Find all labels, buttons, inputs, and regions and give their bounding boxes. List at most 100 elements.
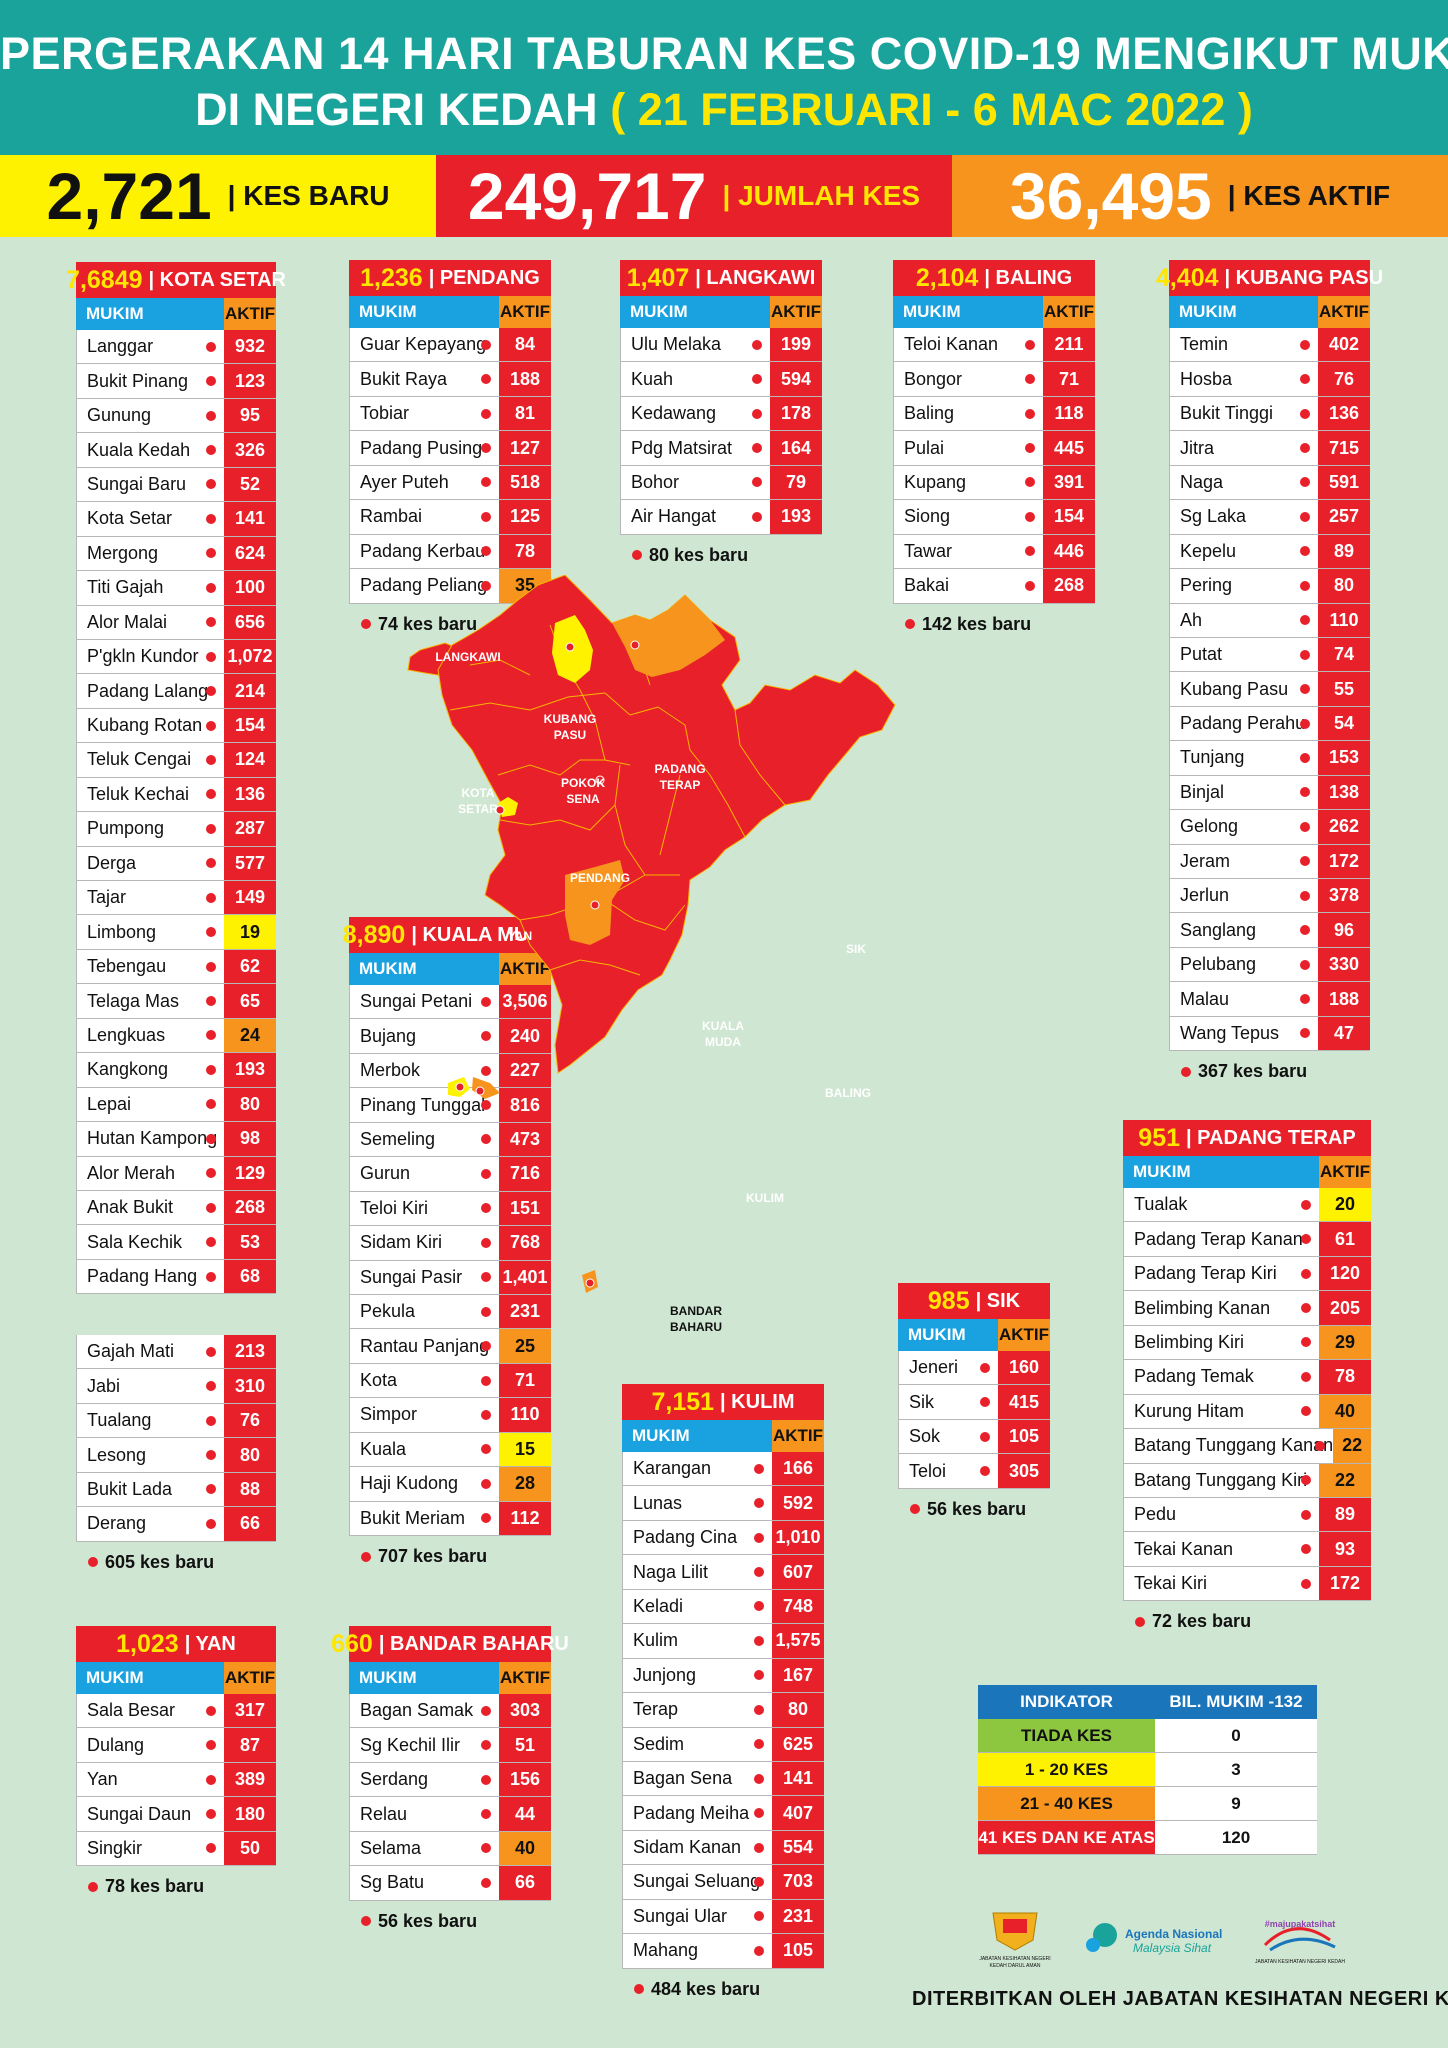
aktif-value: 591 bbox=[1318, 465, 1370, 500]
new-cases-note: 367 kes baru bbox=[1181, 1061, 1307, 1082]
aktif-value: 88 bbox=[224, 1472, 276, 1507]
aktif-value: 317 bbox=[224, 1694, 276, 1728]
mukim-name: Bohor bbox=[631, 471, 680, 492]
mukim-name: Sungai Ular bbox=[633, 1905, 728, 1926]
mukim-name: Junjong bbox=[633, 1664, 697, 1685]
mukim-name: Air Hangat bbox=[631, 506, 717, 527]
district-table: 4,404 | KUBANG PASU MUKIM AKTIF Temin 402 Hosb… bbox=[1156, 260, 1383, 1052]
marker-dot-icon bbox=[206, 1740, 216, 1751]
table-row: Bagan Sena 141 bbox=[622, 1761, 824, 1797]
aktif-value: 52 bbox=[224, 467, 276, 502]
new-cases-text: 142 kes baru bbox=[922, 613, 1032, 634]
aktif-value: 40 bbox=[499, 1831, 551, 1866]
mukim-name: Ayer Puteh bbox=[360, 471, 449, 492]
mukim-cell: Batang Tunggang Kanan bbox=[1123, 1429, 1334, 1463]
aktif-value: 124 bbox=[224, 743, 276, 777]
mukim-name: Sungai Baru bbox=[87, 473, 187, 494]
marker-dot-icon bbox=[1301, 1234, 1311, 1245]
mukim-name: Kota bbox=[360, 1370, 398, 1391]
column-aktif: AKTIF bbox=[224, 1662, 276, 1694]
aktif-value: 268 bbox=[224, 1190, 276, 1225]
marker-dot-icon bbox=[481, 1100, 491, 1111]
table-row: Sik 415 bbox=[898, 1385, 1050, 1420]
table-row: Sungai Petani 3,506 bbox=[349, 985, 551, 1020]
marker-dot-icon bbox=[1300, 1028, 1310, 1039]
aktif-value: 29 bbox=[1319, 1325, 1371, 1360]
marker-dot-icon bbox=[206, 1064, 216, 1075]
table-row: Binjal 138 bbox=[1169, 775, 1370, 811]
mukim-cell: Bakai bbox=[893, 569, 1043, 603]
column-headers: MUKIM AKTIF bbox=[1123, 1156, 1371, 1188]
mukim-cell: Wang Tepus bbox=[1169, 1016, 1318, 1051]
table-row: Ah 110 bbox=[1169, 603, 1370, 638]
marker-dot-icon bbox=[481, 1478, 491, 1489]
table-row: Kota Setar 141 bbox=[76, 502, 276, 537]
table-row: Lepai 80 bbox=[76, 1087, 276, 1123]
mukim-name: Tunjang bbox=[1180, 747, 1245, 768]
legend-indicator: 1 - 20 KES bbox=[978, 1753, 1155, 1786]
table-row: Kangkong 193 bbox=[76, 1053, 276, 1088]
marker-dot-icon bbox=[206, 1381, 216, 1392]
table-row: Bagan Samak 303 bbox=[349, 1694, 551, 1729]
new-cases-note: 80 kes baru bbox=[632, 545, 748, 566]
legend-count: 120 bbox=[1155, 1821, 1317, 1854]
map-label-padang: PADANG bbox=[654, 762, 705, 776]
header-banner: PERGERAKAN 14 HARI TABURAN KES COVID-19 … bbox=[0, 0, 1448, 155]
table-row: Pering 80 bbox=[1169, 569, 1370, 604]
new-cases-text: 74 kes baru bbox=[378, 613, 478, 634]
aktif-value: 65 bbox=[224, 984, 276, 1018]
table-row: Simpor 110 bbox=[349, 1398, 551, 1433]
footer-publisher: DITERBITKAN OLEH JABATAN KESIHATAN NEGER… bbox=[912, 1988, 1448, 2010]
marker-dot-icon bbox=[634, 1984, 644, 1995]
kedah-map: LANGKAWI KUBANG PASU KOTA SETAR POKOK SE… bbox=[407, 575, 896, 1334]
marker-dot-icon bbox=[1025, 546, 1035, 557]
district-table-header: 1,407 | LANGKAWI bbox=[620, 260, 822, 296]
aktif-value: 53 bbox=[224, 1225, 276, 1259]
marker-dot-icon bbox=[980, 1362, 990, 1373]
table-row: Kupang 391 bbox=[893, 465, 1095, 501]
table-row: Rambai 125 bbox=[349, 500, 551, 535]
new-cases-note: 78 kes baru bbox=[88, 1876, 204, 1897]
aktif-value: 592 bbox=[772, 1486, 824, 1520]
mukim-name: Derga bbox=[87, 852, 137, 873]
marker-dot-icon bbox=[1301, 1268, 1311, 1279]
marker-dot-icon bbox=[481, 1272, 491, 1283]
mukim-cell: Haji Kudong bbox=[349, 1467, 499, 1501]
mukim-name: Mahang bbox=[633, 1940, 699, 1961]
marker-dot-icon bbox=[206, 1450, 216, 1461]
marker-dot-icon bbox=[206, 1099, 216, 1110]
mukim-cell: Kubang Rotan bbox=[76, 708, 224, 743]
district-name: | BALING bbox=[984, 266, 1073, 289]
mukim-name: Padang Pusing bbox=[360, 437, 483, 458]
district-name: | PENDANG bbox=[428, 266, 540, 289]
table-row: Padang Meiha 407 bbox=[622, 1796, 824, 1831]
mukim-name: Kuala Kedah bbox=[87, 439, 191, 460]
new-cases-text: 78 kes baru bbox=[105, 1876, 205, 1897]
mukim-name: Naga bbox=[1180, 471, 1224, 492]
aktif-value: 138 bbox=[1318, 775, 1370, 810]
mukim-name: Belimbing Kanan bbox=[1134, 1297, 1271, 1318]
district-table-header: 2,104 | BALING bbox=[893, 260, 1095, 296]
column-headers: MUKIM AKTIF bbox=[893, 296, 1095, 328]
marker-dot-icon bbox=[754, 1670, 764, 1681]
mukim-cell: Sedim bbox=[622, 1727, 772, 1761]
marker-dot-icon bbox=[1300, 477, 1310, 488]
mukim-name: Gurun bbox=[360, 1163, 411, 1184]
mukim-name: Telaga Mas bbox=[87, 990, 180, 1011]
mukim-cell: Derang bbox=[76, 1507, 224, 1541]
marker-dot-icon bbox=[361, 619, 371, 630]
mukim-name: Sala Kechik bbox=[87, 1231, 183, 1252]
marker-dot-icon bbox=[206, 720, 216, 731]
table-row: Langgar 932 bbox=[76, 330, 276, 365]
logo3-line1: #majupakatsihat bbox=[1265, 1919, 1336, 1929]
mukim-cell: Derga bbox=[76, 846, 224, 880]
marker-dot-icon bbox=[206, 1518, 216, 1529]
table-row: Padang Temak 78 bbox=[1123, 1360, 1371, 1395]
table-row: Belimbing Kanan 205 bbox=[1123, 1291, 1371, 1326]
stat-total-cases-value: 249,717 bbox=[467, 159, 707, 233]
table-row: Titi Gajah 100 bbox=[76, 571, 276, 606]
mukim-cell: Gurun bbox=[349, 1157, 499, 1191]
table-row: Sedim 625 bbox=[622, 1727, 824, 1762]
district-total: 1,236 bbox=[360, 263, 423, 292]
district-table-header: 660 | BANDAR BAHARU bbox=[331, 1626, 569, 1662]
